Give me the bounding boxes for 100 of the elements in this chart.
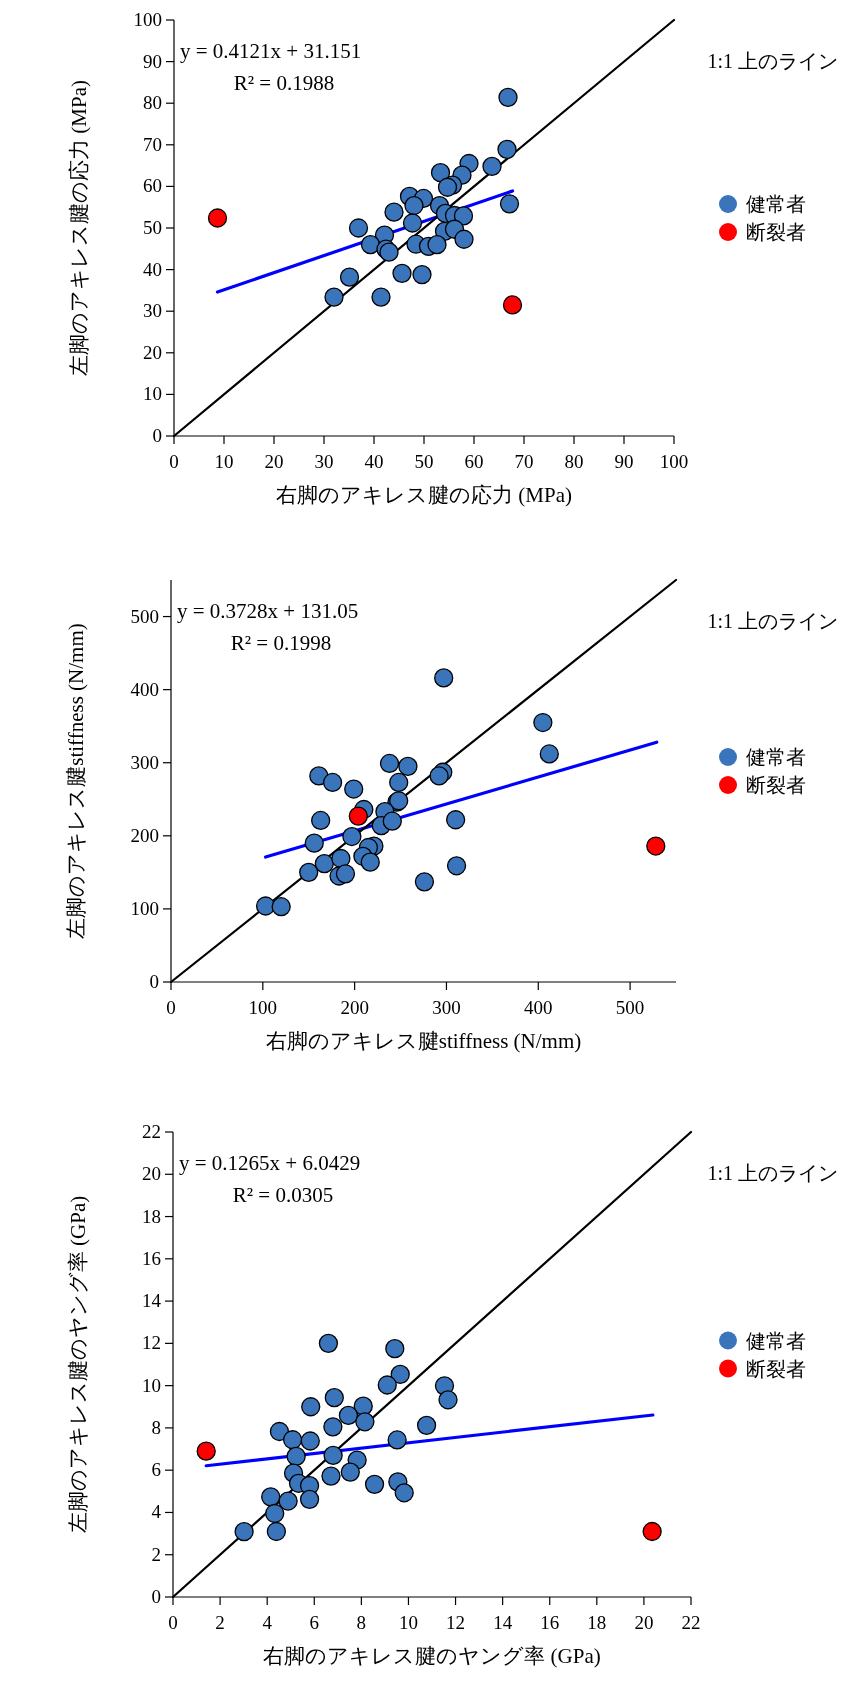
point [286, 1446, 306, 1467]
x-tick-label: 80 [564, 451, 584, 472]
y-tick-label: 30 [143, 300, 162, 322]
point [414, 872, 435, 892]
point [331, 848, 351, 869]
x-tick-label: 0 [168, 1612, 178, 1633]
annotation: R² = 0.1988 [233, 71, 335, 95]
point [311, 810, 331, 831]
x-tick-label: 10 [214, 451, 234, 472]
y-axis-title: 左脚のアキレス腱stiffness (N/mm) [64, 623, 88, 939]
point [379, 753, 400, 774]
point [377, 1375, 397, 1395]
point [389, 772, 409, 793]
x-tick-label: 40 [364, 451, 384, 472]
y-axis-title: 左脚のアキレス腱のヤング率 (GPa) [66, 1195, 90, 1534]
point [454, 229, 474, 249]
point [384, 202, 404, 222]
y-tick-label: 400 [130, 678, 159, 700]
point [342, 826, 362, 847]
x-tick-label: 500 [615, 997, 645, 1018]
point [323, 1417, 343, 1437]
point [427, 234, 447, 255]
point [323, 1445, 343, 1466]
y-tick-label: 0 [152, 425, 162, 446]
x-tick-label: 22 [681, 1612, 701, 1633]
y-tick-label: 10 [142, 1374, 161, 1396]
x-axis-title: 右脚のアキレス腱stiffness (N/mm) [265, 1029, 582, 1053]
y-tick-label: 100 [133, 9, 162, 30]
y-tick-label: 500 [130, 605, 159, 627]
x-axis-title: 右脚のアキレス腱の応力 (MPa) [276, 483, 572, 507]
point [234, 1522, 254, 1542]
point [642, 1521, 662, 1542]
point [499, 194, 520, 214]
point [266, 1521, 287, 1542]
y-tick-label: 8 [151, 1416, 161, 1438]
y-tick-label: 18 [142, 1205, 161, 1227]
series-label: 1:1 上のライン [707, 1162, 838, 1184]
y-tick-label: 40 [143, 258, 162, 280]
point [360, 234, 381, 255]
annotation: R² = 0.0305 [232, 1183, 334, 1207]
legend-label: 断裂者 [746, 221, 806, 243]
y-tick-label: 60 [143, 175, 162, 197]
point [324, 287, 344, 307]
point [265, 1503, 285, 1524]
point [533, 712, 553, 733]
x-tick-label: 100 [248, 997, 278, 1018]
legend-label: 断裂者 [746, 1357, 806, 1380]
y-tick-label: 200 [130, 824, 159, 846]
x-tick-label: 60 [464, 451, 484, 472]
point [301, 1397, 321, 1417]
point [282, 1430, 303, 1450]
point [338, 1405, 359, 1426]
point [318, 1333, 339, 1354]
point [196, 1441, 216, 1461]
x-tick-label: 12 [446, 1612, 466, 1633]
y-tick-label: 80 [143, 92, 162, 114]
point [498, 87, 518, 108]
point [438, 1390, 458, 1410]
point [392, 263, 412, 283]
y-tick-label: 100 [130, 897, 159, 919]
point [348, 806, 368, 826]
point [412, 264, 432, 285]
y-tick-label: 70 [143, 133, 162, 155]
x-tick-label: 30 [314, 451, 334, 472]
point [299, 1489, 320, 1509]
point [430, 163, 451, 183]
point [387, 1430, 407, 1450]
x-tick-label: 70 [514, 451, 534, 472]
y-tick-label: 50 [143, 217, 162, 238]
legend-label: 健常者 [746, 1329, 806, 1352]
point [371, 287, 391, 307]
point [207, 208, 228, 228]
y-tick-label: 90 [143, 50, 162, 72]
y-tick-label: 4 [151, 1501, 162, 1523]
x-tick-label: 10 [398, 1612, 418, 1633]
x-tick-label: 50 [414, 451, 434, 472]
point [278, 1491, 298, 1511]
point [340, 1462, 360, 1482]
point [348, 218, 369, 238]
x-tick-label: 6 [309, 1612, 320, 1633]
y-tick-label: 0 [151, 1586, 161, 1607]
legend-label: 健常者 [746, 746, 806, 768]
point [382, 811, 402, 831]
point [437, 177, 458, 197]
point [299, 862, 319, 883]
point [335, 864, 356, 884]
point [339, 267, 360, 287]
point [324, 1388, 344, 1408]
point [394, 1483, 414, 1503]
point [360, 852, 380, 872]
y-tick-label: 2 [151, 1543, 161, 1565]
point [300, 1431, 320, 1451]
x-tick-label: 20 [264, 451, 284, 472]
y-tick-label: 6 [151, 1459, 161, 1481]
y-tick-label: 22 [142, 1121, 161, 1142]
point [321, 1466, 341, 1486]
y-tick-label: 10 [143, 383, 162, 405]
x-tick-label: 8 [356, 1612, 367, 1633]
x-tick-label: 2 [215, 1612, 225, 1633]
point [434, 668, 454, 688]
